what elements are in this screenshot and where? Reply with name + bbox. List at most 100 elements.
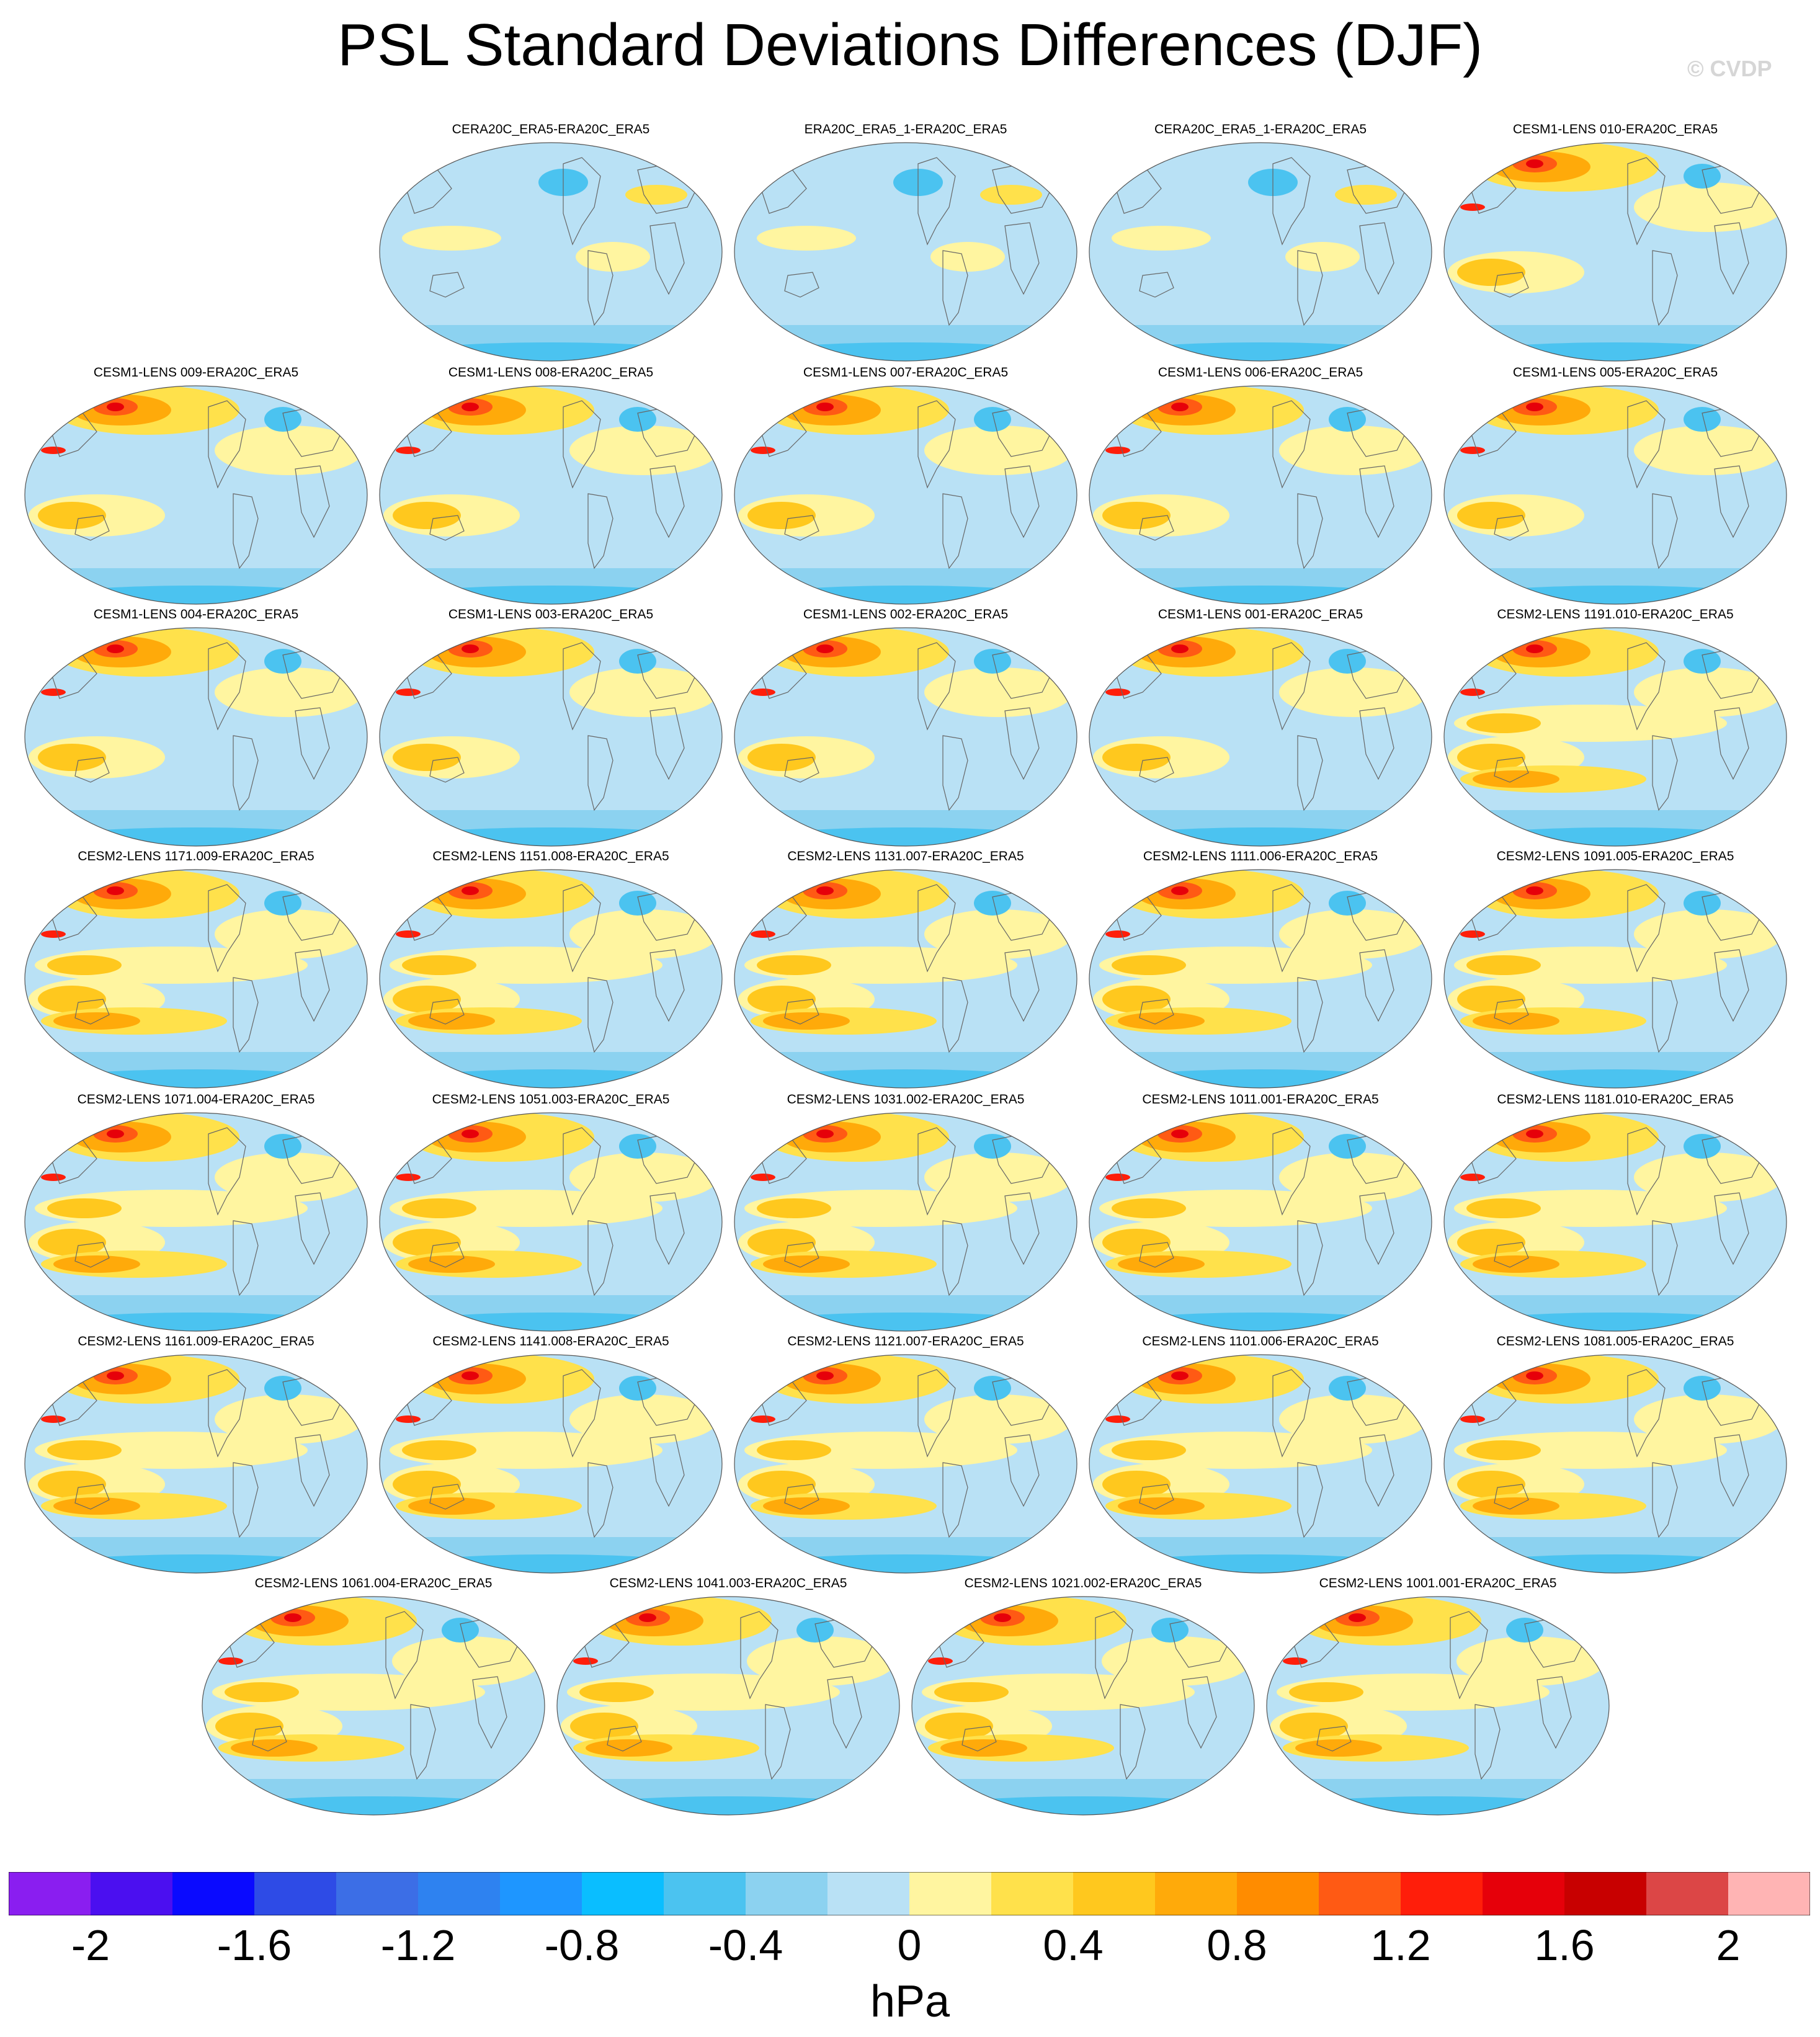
global-map-icon <box>24 627 368 847</box>
global-map-icon <box>734 869 1077 1089</box>
map-panel-title: CESM1-LENS 001-ERA20C_ERA5 <box>1158 607 1363 622</box>
colorbar-swatch <box>500 1872 582 1915</box>
map-panel-title: CESM2-LENS 1181.010-ERA20C_ERA5 <box>1497 1092 1734 1107</box>
map-panel-title: CESM1-LENS 005-ERA20C_ERA5 <box>1512 365 1718 380</box>
map-panel: CESM2-LENS 1071.004-ERA20C_ERA5 <box>22 1092 370 1335</box>
map-panel-title: CESM1-LENS 006-ERA20C_ERA5 <box>1158 365 1363 380</box>
map-panel-title: CESM2-LENS 1161.009-ERA20C_ERA5 <box>78 1334 314 1348</box>
global-map-icon <box>1089 869 1432 1089</box>
colorbar-tick-label: 0 <box>897 1921 922 1969</box>
colorbar-swatch <box>582 1872 664 1915</box>
map-panel-title: CERA20C_ERA5-ERA20C_ERA5 <box>452 122 650 136</box>
map-panel: CESM2-LENS 1051.003-ERA20C_ERA5 <box>377 1092 725 1335</box>
global-map-icon <box>1089 142 1432 362</box>
colorbar-swatch <box>1073 1872 1156 1915</box>
colorbar-tick-labels: -2 -1.6 -1.2 -0.8 -0.4 0 0.4 0.8 1.2 1.6 2 <box>0 1920 1820 1982</box>
global-map-icon <box>1089 1112 1432 1332</box>
global-map-icon <box>379 385 723 605</box>
map-panel-title: CESM2-LENS 1171.009-ERA20C_ERA5 <box>78 849 314 863</box>
map-panel: CESM1-LENS 007-ERA20C_ERA5 <box>732 365 1079 608</box>
map-panel-title: CESM2-LENS 1061.004-ERA20C_ERA5 <box>254 1576 493 1590</box>
global-map-icon <box>379 869 723 1089</box>
colorbar-tick-label: -0.4 <box>708 1921 783 1969</box>
map-panel: CESM2-LENS 1041.003-ERA20C_ERA5 <box>555 1576 902 1819</box>
map-panel-title: CESM1-LENS 004-ERA20C_ERA5 <box>93 607 299 622</box>
colorbar-swatch <box>9 1872 91 1915</box>
global-map-icon <box>1443 627 1787 847</box>
map-panel: CESM1-LENS 006-ERA20C_ERA5 <box>1087 365 1434 608</box>
map-panel-title: ERA20C_ERA5_1-ERA20C_ERA5 <box>804 122 1007 136</box>
map-panel: CESM2-LENS 1191.010-ERA20C_ERA5 <box>1442 607 1789 850</box>
map-panel: CESM2-LENS 1021.002-ERA20C_ERA5 <box>909 1576 1257 1819</box>
map-panel: CESM2-LENS 1001.001-ERA20C_ERA5 <box>1264 1576 1612 1819</box>
map-panel: CESM1-LENS 004-ERA20C_ERA5 <box>22 607 370 850</box>
map-panel-title: CESM1-LENS 008-ERA20C_ERA5 <box>448 365 654 380</box>
map-panel-title: CESM2-LENS 1091.005-ERA20C_ERA5 <box>1496 849 1734 863</box>
map-panel-title: CESM1-LENS 010-ERA20C_ERA5 <box>1512 122 1718 136</box>
colorbar-tick-label: -1.2 <box>380 1921 456 1969</box>
global-map-icon <box>911 1596 1255 1816</box>
map-panel-title: CESM1-LENS 003-ERA20C_ERA5 <box>448 607 654 622</box>
colorbar-swatch <box>827 1872 910 1915</box>
global-map-icon <box>379 1112 723 1332</box>
map-panel-title: CESM2-LENS 1081.005-ERA20C_ERA5 <box>1496 1334 1734 1348</box>
global-map-icon <box>24 869 368 1089</box>
map-panel-title: CESM2-LENS 1111.006-ERA20C_ERA5 <box>1143 849 1378 863</box>
map-panel: CESM2-LENS 1151.008-ERA20C_ERA5 <box>377 849 725 1092</box>
map-panel-title: CESM1-LENS 002-ERA20C_ERA5 <box>803 607 1009 622</box>
global-map-icon <box>1089 385 1432 605</box>
global-map-icon <box>379 142 723 362</box>
colorbar-swatch <box>909 1872 992 1915</box>
map-panel: CESM2-LENS 1081.005-ERA20C_ERA5 <box>1442 1334 1789 1577</box>
colorbar-swatch <box>991 1872 1074 1915</box>
colorbar-swatch <box>1564 1872 1647 1915</box>
global-map-icon <box>202 1596 545 1816</box>
colorbar-swatch <box>1728 1872 1810 1915</box>
map-panel: CESM1-LENS 001-ERA20C_ERA5 <box>1087 607 1434 850</box>
figure-title: PSL Standard Deviations Differences (DJF… <box>337 12 1483 78</box>
colorbar-swatch <box>1646 1872 1729 1915</box>
colorbar-swatch <box>418 1872 501 1915</box>
colorbar-tick-label: 1.6 <box>1534 1921 1595 1969</box>
colorbar-tick-label: -0.8 <box>544 1921 620 1969</box>
map-panel-title: CESM2-LENS 1011.001-ERA20C_ERA5 <box>1142 1092 1379 1107</box>
global-map-icon <box>1443 385 1787 605</box>
colorbar-unit-label: hPa <box>870 1977 950 2026</box>
map-panel: CESM2-LENS 1101.006-ERA20C_ERA5 <box>1087 1334 1434 1577</box>
map-panel: CESM2-LENS 1091.005-ERA20C_ERA5 <box>1442 849 1789 1092</box>
colorbar <box>9 1872 1810 1915</box>
map-panel-title: CESM2-LENS 1031.002-ERA20C_ERA5 <box>787 1092 1025 1107</box>
global-map-icon <box>1443 142 1787 362</box>
global-map-icon <box>1089 627 1432 847</box>
global-map-icon <box>1443 1112 1787 1332</box>
global-map-icon <box>24 385 368 605</box>
colorbar-tick-label: -2 <box>71 1921 110 1969</box>
map-panel-title: CESM2-LENS 1071.004-ERA20C_ERA5 <box>77 1092 315 1107</box>
map-panel: CESM2-LENS 1141.008-ERA20C_ERA5 <box>377 1334 725 1577</box>
map-panel: CESM2-LENS 1111.006-ERA20C_ERA5 <box>1087 849 1434 1092</box>
map-panel: CESM1-LENS 009-ERA20C_ERA5 <box>22 365 370 608</box>
map-panel-title: CESM2-LENS 1001.001-ERA20C_ERA5 <box>1319 1576 1557 1590</box>
map-panel-title: CESM2-LENS 1131.007-ERA20C_ERA5 <box>787 849 1024 863</box>
global-map-icon <box>734 627 1077 847</box>
colorbar-tick-label: 2 <box>1716 1921 1741 1969</box>
global-map-icon <box>379 627 723 847</box>
map-panel: CESM2-LENS 1161.009-ERA20C_ERA5 <box>22 1334 370 1577</box>
map-panel: CESM1-LENS 005-ERA20C_ERA5 <box>1442 365 1789 608</box>
colorbar-tick-label: 0.4 <box>1043 1921 1104 1969</box>
colorbar-swatch <box>336 1872 419 1915</box>
colorbar-swatch <box>172 1872 255 1915</box>
global-map-icon <box>1089 1354 1432 1574</box>
colorbar-tick-label: 0.8 <box>1207 1921 1267 1969</box>
map-panel: CESM1-LENS 003-ERA20C_ERA5 <box>377 607 725 850</box>
colorbar-swatch <box>746 1872 828 1915</box>
global-map-icon <box>379 1354 723 1574</box>
map-panel: CERA20C_ERA5-ERA20C_ERA5 <box>377 122 725 365</box>
global-map-icon <box>24 1112 368 1332</box>
colorbar-swatch <box>1237 1872 1319 1915</box>
colorbar-tick-label: -1.6 <box>216 1921 292 1969</box>
map-panel: CESM2-LENS 1131.007-ERA20C_ERA5 <box>732 849 1079 1092</box>
global-map-icon <box>1443 869 1787 1089</box>
colorbar-swatch <box>254 1872 337 1915</box>
global-map-icon <box>24 1354 368 1574</box>
